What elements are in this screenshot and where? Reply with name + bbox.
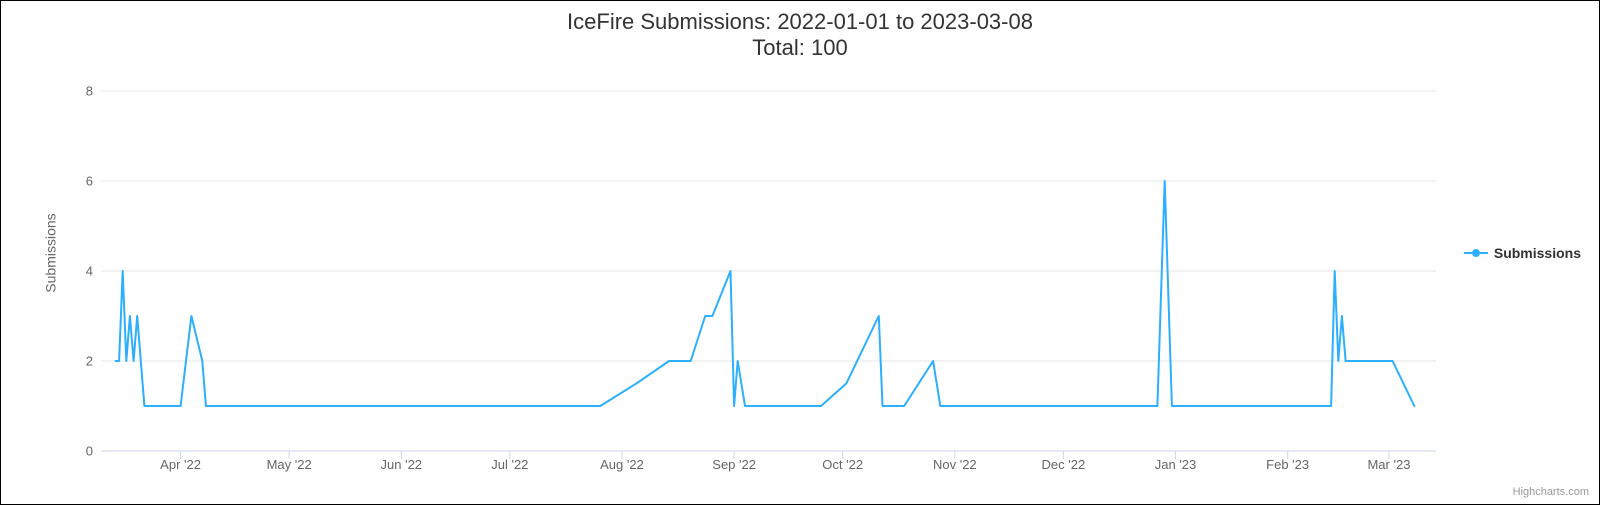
x-tick-label: Nov '22	[933, 451, 977, 472]
x-tick-label: Jul '22	[491, 451, 528, 472]
y-tick-label: 6	[86, 174, 101, 189]
legend-marker-icon	[1472, 249, 1480, 257]
plot-area: 02468Apr '22May '22Jun '22Jul '22Aug '22…	[101, 91, 1436, 451]
y-tick-label: 0	[86, 444, 101, 459]
x-tick-label: Aug '22	[600, 451, 644, 472]
x-tick-label: Dec '22	[1042, 451, 1086, 472]
chart-container: IceFire Submissions: 2022-01-01 to 2023-…	[0, 0, 1600, 505]
x-tick-label: Feb '23	[1266, 451, 1309, 472]
legend-label: Submissions	[1494, 245, 1581, 261]
x-tick-label: May '22	[267, 451, 312, 472]
x-tick-label: Jun '22	[381, 451, 423, 472]
x-tick-label: Oct '22	[822, 451, 863, 472]
x-tick-label: Apr '22	[160, 451, 201, 472]
chart-title-line1: IceFire Submissions: 2022-01-01 to 2023-…	[1, 9, 1599, 35]
x-tick-label: Sep '22	[712, 451, 756, 472]
legend[interactable]: Submissions	[1464, 245, 1581, 261]
legend-line-right	[1480, 252, 1488, 254]
x-tick-label: Jan '23	[1155, 451, 1197, 472]
chart-title: IceFire Submissions: 2022-01-01 to 2023-…	[1, 9, 1599, 61]
chart-svg	[101, 91, 1436, 451]
x-tick-label: Mar '23	[1367, 451, 1410, 472]
y-tick-label: 2	[86, 354, 101, 369]
y-tick-label: 4	[86, 264, 101, 279]
y-tick-label: 8	[86, 84, 101, 99]
legend-line-left	[1464, 252, 1472, 254]
credits-link[interactable]: Highcharts.com	[1513, 486, 1589, 498]
y-axis-title: Submissions	[43, 213, 59, 292]
chart-title-line2: Total: 100	[1, 35, 1599, 61]
legend-swatch	[1464, 249, 1488, 257]
